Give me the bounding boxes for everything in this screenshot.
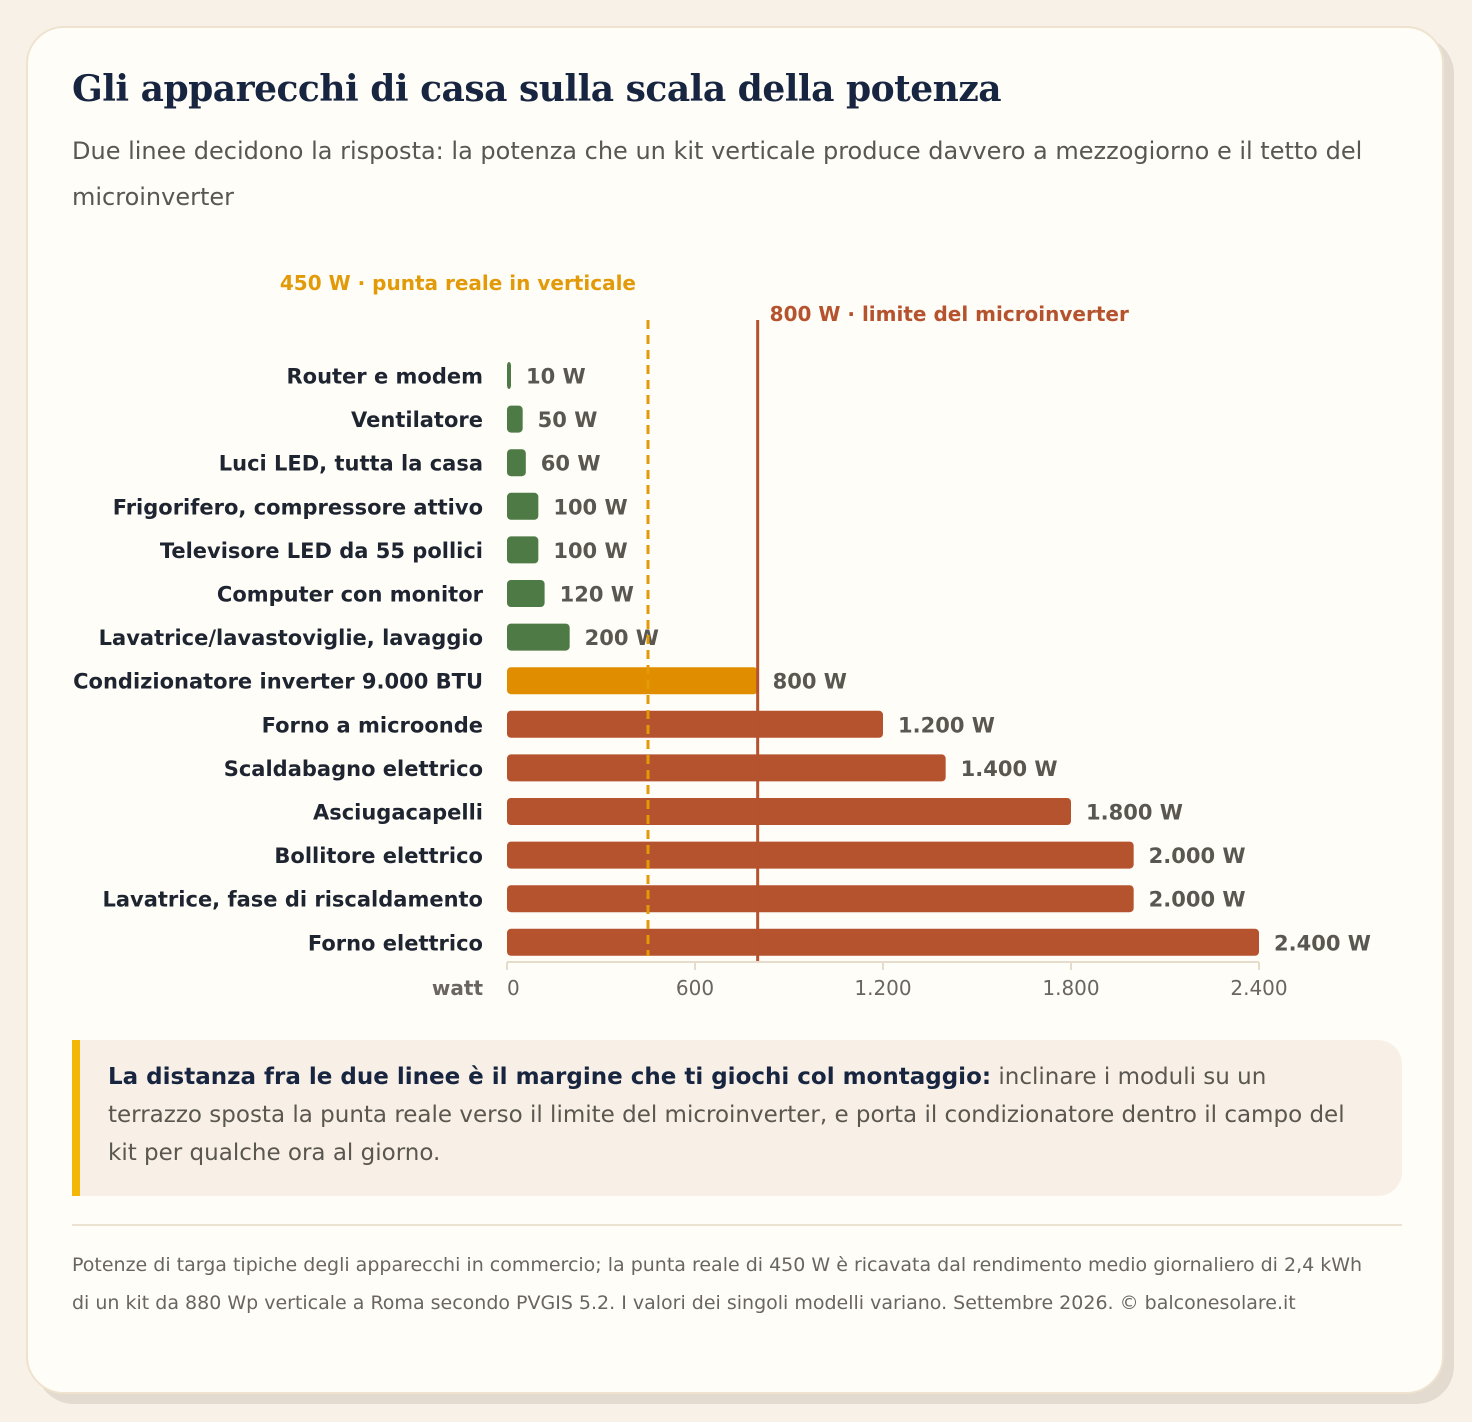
category-label: Forno elettrico	[308, 931, 483, 955]
category-label: Scaldabagno elettrico	[224, 757, 483, 781]
category-label: Frigorifero, compressore attivo	[113, 495, 483, 519]
value-label: 100 W	[553, 539, 627, 563]
bar	[507, 798, 1071, 825]
x-tick-label: 2.400	[1230, 976, 1287, 1000]
callout-bold: La distanza fra le due linee è il margin…	[108, 1064, 992, 1090]
category-label: Lavatrice, fase di riscaldamento	[102, 888, 483, 912]
bar	[507, 667, 758, 695]
category-label: Lavatrice/lavastoviglie, lavaggio	[99, 626, 483, 650]
x-tick-label: 1.800	[1042, 976, 1099, 1000]
bar	[507, 885, 1134, 913]
value-label: 2.000 W	[1149, 888, 1246, 912]
category-label: Asciugacapelli	[313, 801, 483, 825]
bar	[507, 405, 523, 433]
bar	[507, 754, 946, 782]
x-tick-label: 0	[507, 976, 520, 1000]
x-tick-label: 1.200	[854, 976, 911, 1000]
bar	[507, 362, 511, 389]
category-label: Televisore LED da 55 pollici	[160, 539, 483, 563]
chart-card: Gli apparecchi di casa sulla scala della…	[26, 26, 1444, 1394]
value-label: 1.400 W	[961, 757, 1058, 781]
category-label: Ventilatore	[351, 408, 483, 432]
callout-text: inclinare i moduli su un terrazzo sposta…	[108, 1064, 1345, 1166]
bar	[507, 492, 539, 520]
category-label: Luci LED, tutta la casa	[219, 452, 483, 476]
bar-chart: Router e modem 10 W Ventilatore 50 W Luci LE…	[73, 271, 1371, 1000]
reference-label-450: 450 W · punta reale in verticale	[280, 271, 636, 295]
value-label: 1.200 W	[898, 713, 995, 737]
x-axis-label: watt	[432, 976, 484, 1000]
bar	[507, 536, 539, 564]
value-label: 120 W	[560, 583, 634, 607]
bar	[507, 623, 570, 651]
x-tick-label: 600	[676, 976, 714, 1000]
value-label: 2.400 W	[1274, 931, 1371, 955]
source-note: Potenze di targa tipiche degli apparecch…	[72, 1254, 1363, 1314]
category-label: Bollitore elettrico	[274, 844, 483, 868]
value-label: 100 W	[553, 495, 627, 519]
value-label: 800 W	[773, 670, 847, 694]
value-label: 2.000 W	[1149, 844, 1246, 868]
callout-note: La distanza fra le due linee è il margin…	[72, 1040, 1402, 1196]
footer-divider	[72, 1224, 1402, 1226]
category-label: Computer con monitor	[217, 583, 484, 607]
bar	[507, 710, 883, 738]
value-label: 1.800 W	[1086, 801, 1183, 825]
value-label: 10 W	[526, 365, 586, 389]
bar	[507, 580, 545, 607]
bar	[507, 928, 1259, 956]
category-label: Router e modem	[286, 365, 483, 389]
value-label: 60 W	[541, 452, 601, 476]
bar	[507, 841, 1134, 869]
value-label: 50 W	[538, 408, 598, 432]
chart-subtitle: Due linee decidono la risposta: la poten…	[72, 137, 1363, 211]
category-label: Forno a microonde	[262, 713, 483, 737]
category-label: Condizionatore inverter 9.000 BTU	[73, 670, 483, 694]
chart-title: Gli apparecchi di casa sulla scala della…	[72, 68, 1002, 110]
reference-label-800: 800 W · limite del microinverter	[770, 302, 1129, 326]
bar	[507, 449, 526, 477]
